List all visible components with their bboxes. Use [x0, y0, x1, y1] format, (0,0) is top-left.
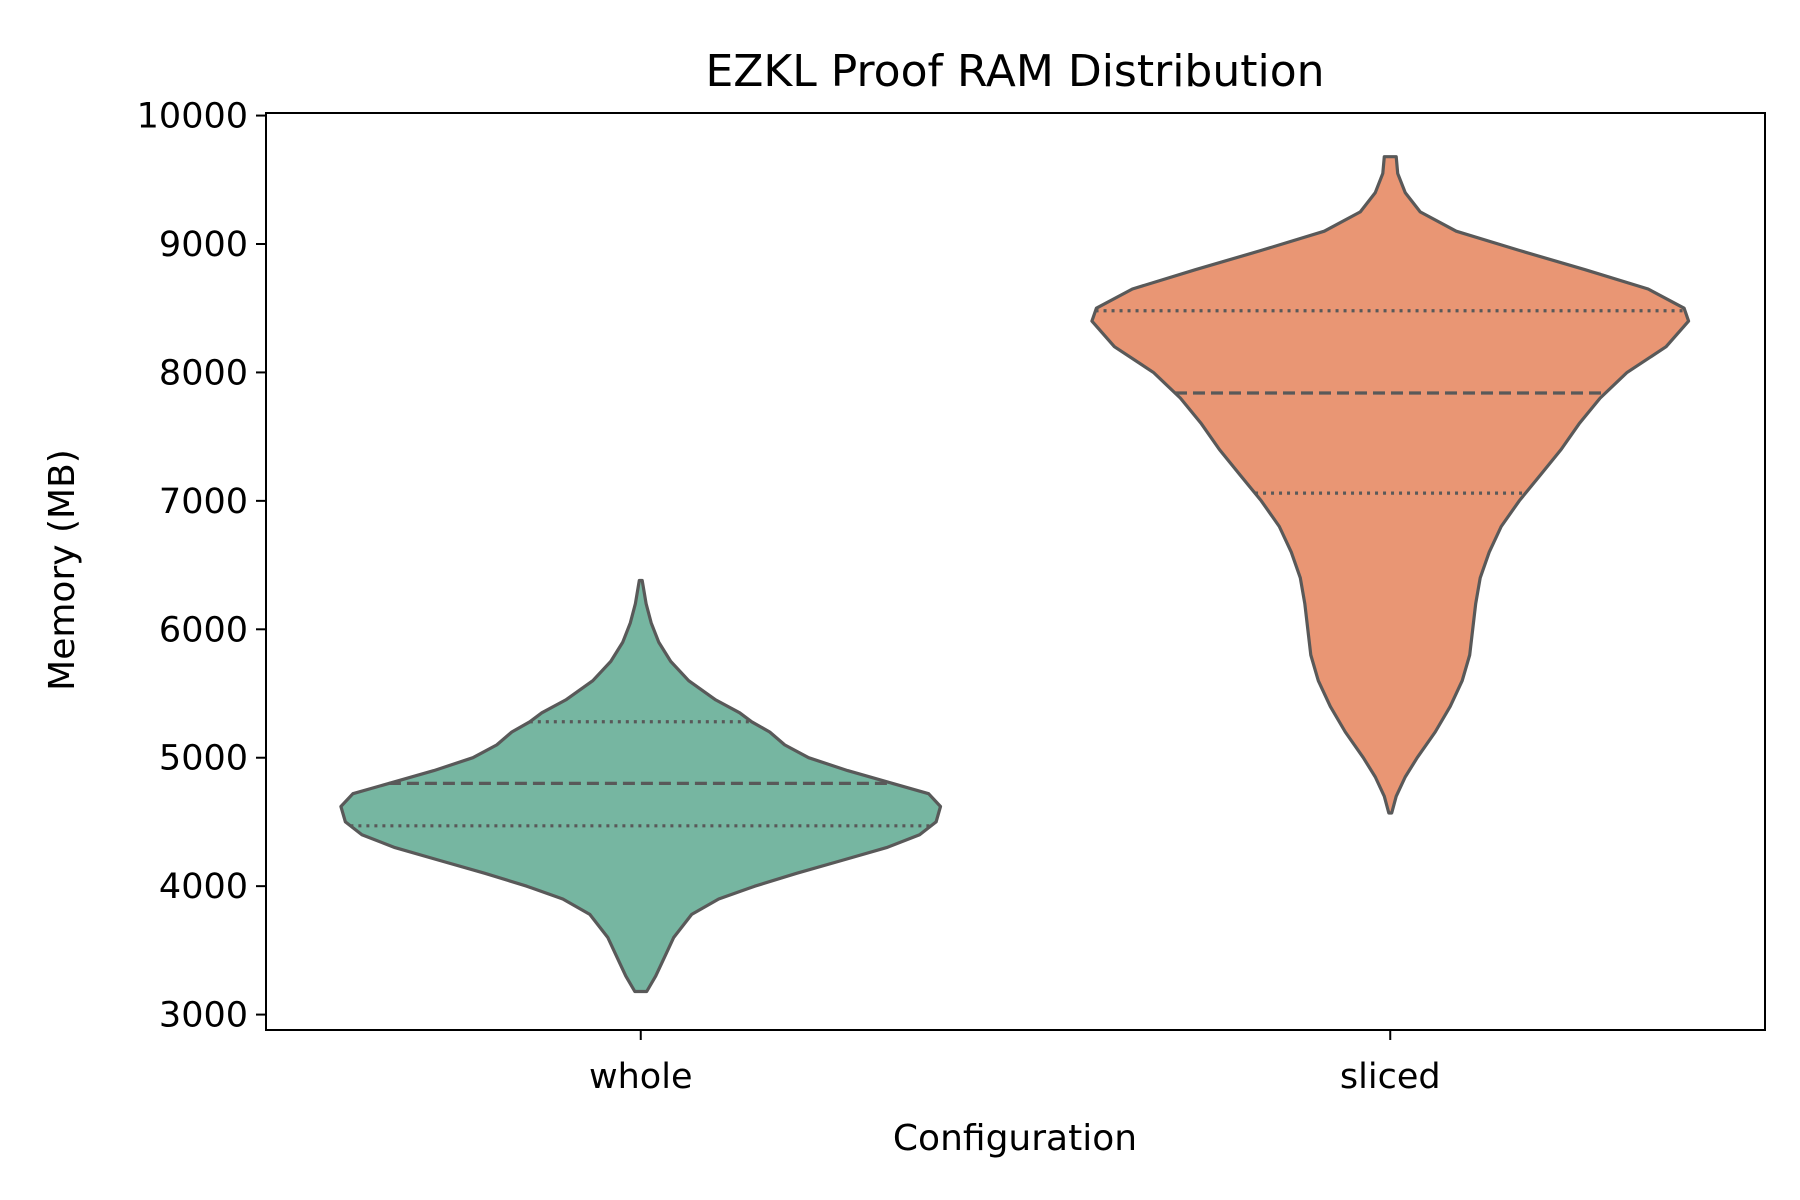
y-tick-label: 7000 [159, 482, 248, 522]
x-tick-label-sliced: sliced [1340, 1057, 1441, 1097]
y-tick-label: 6000 [159, 610, 248, 650]
chart-title: EZKL Proof RAM Distribution [705, 46, 1324, 97]
y-tick-label: 5000 [159, 739, 248, 779]
axes: 3000 4000 5000 6000 7000 8000 9000 10000 whole sl… [137, 97, 1441, 1097]
y-tick-label: 10000 [137, 97, 248, 137]
plot-frame [265, 112, 1766, 1031]
plot-area [339, 155, 1691, 994]
y-tick-label: 3000 [159, 996, 248, 1036]
x-axis-label: Configuration [893, 1118, 1137, 1159]
y-tick-label: 4000 [159, 867, 248, 907]
y-tick-label: 8000 [159, 353, 248, 393]
y-tick-label: 9000 [159, 225, 248, 265]
y-axis-label: Memory (MB) [42, 449, 83, 691]
x-tick-label-whole: whole [589, 1057, 692, 1097]
violin-body-sliced [1090, 155, 1691, 815]
violin-body-whole [339, 578, 943, 994]
